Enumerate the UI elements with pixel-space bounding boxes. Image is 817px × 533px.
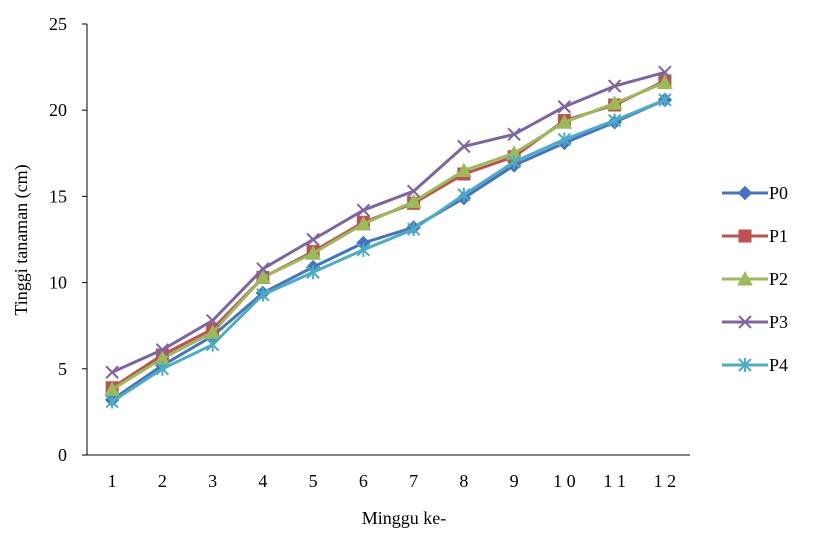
legend-item-p2: P2 <box>722 269 788 289</box>
data-point <box>305 245 321 260</box>
data-point <box>457 139 471 154</box>
legend-item-p0: P0 <box>722 183 788 203</box>
legend-marker <box>738 229 752 243</box>
data-point <box>406 184 421 198</box>
data-point <box>658 65 672 79</box>
x-tick-label: 7 <box>409 471 418 491</box>
y-tick-label: 10 <box>49 273 67 293</box>
chart-axes <box>82 23 690 456</box>
data-point <box>205 337 220 352</box>
y-tick-label: 0 <box>58 445 67 465</box>
legend-label: P2 <box>769 269 788 289</box>
data-point <box>557 132 572 147</box>
series-p0 <box>104 92 673 408</box>
legend-marker <box>737 185 753 201</box>
data-point <box>556 114 573 129</box>
data-point <box>607 79 622 93</box>
x-tick-label: 9 <box>510 471 519 491</box>
legend-item-p3: P3 <box>722 312 788 332</box>
data-point <box>155 361 170 376</box>
data-point <box>105 365 119 379</box>
data-point <box>105 394 119 409</box>
series-p3 <box>105 65 672 379</box>
series-p4 <box>105 92 672 409</box>
data-point <box>306 232 320 247</box>
x-tick-label: 5 <box>309 471 318 491</box>
y-tick-label: 15 <box>49 186 67 206</box>
x-axis-title: Minggu ke- <box>362 508 447 528</box>
data-point <box>256 262 270 276</box>
series-line-p4 <box>111 98 666 403</box>
y-tick-label: 5 <box>58 359 67 379</box>
data-point <box>557 100 572 114</box>
legend: P0 P1 P2 P3 P4 <box>722 183 788 375</box>
legend-marker <box>738 315 752 329</box>
series-line-p2 <box>111 81 666 391</box>
data-point <box>658 92 672 107</box>
data-point <box>607 113 622 128</box>
legend-item-p4: P4 <box>722 355 788 375</box>
x-tick-label: 1 0 <box>553 471 576 491</box>
legend-marker <box>738 358 752 372</box>
data-point <box>507 127 521 142</box>
legend-label: P3 <box>769 312 788 332</box>
series-line-p3 <box>111 70 666 374</box>
legend-label: P4 <box>769 355 788 375</box>
data-point <box>256 287 270 302</box>
data-point <box>356 203 371 217</box>
y-tick-label: 20 <box>49 100 67 120</box>
y-tick-label: 25 <box>49 14 67 34</box>
y-axis-title: Tinggi tanaman (cm) <box>11 164 32 315</box>
data-point <box>355 215 372 231</box>
data-point <box>356 242 371 257</box>
legend-label: P1 <box>769 226 788 246</box>
data-point <box>155 343 170 357</box>
x-tick-labels: 1 2 3 4 5 6 7 8 9 1 0 1 1 1 2 <box>108 471 677 491</box>
x-tick-label: 2 <box>158 471 167 491</box>
data-point <box>406 222 421 237</box>
data-point <box>606 95 623 110</box>
series-layer <box>104 65 673 409</box>
data-point <box>205 313 220 328</box>
x-tick-label: 8 <box>459 471 468 491</box>
data-point <box>306 265 320 280</box>
x-tick-label: 3 <box>208 471 217 491</box>
legend-item-p1: P1 <box>722 226 788 246</box>
data-point <box>457 187 471 202</box>
data-point <box>255 269 271 284</box>
x-tick-label: 1 <box>108 471 117 491</box>
legend-label: P0 <box>769 183 788 203</box>
x-tick-label: 4 <box>258 471 267 491</box>
data-point <box>405 193 422 209</box>
data-point <box>657 74 673 90</box>
x-tick-label: 1 2 <box>654 471 677 491</box>
x-tick-label: 6 <box>359 471 368 491</box>
y-tick-labels: 0 5 10 15 20 25 <box>49 14 67 465</box>
series-line-p0 <box>111 98 666 402</box>
legend-marker <box>737 270 753 286</box>
x-tick-label: 1 1 <box>603 471 626 491</box>
data-point <box>507 154 521 169</box>
data-point <box>456 162 472 178</box>
